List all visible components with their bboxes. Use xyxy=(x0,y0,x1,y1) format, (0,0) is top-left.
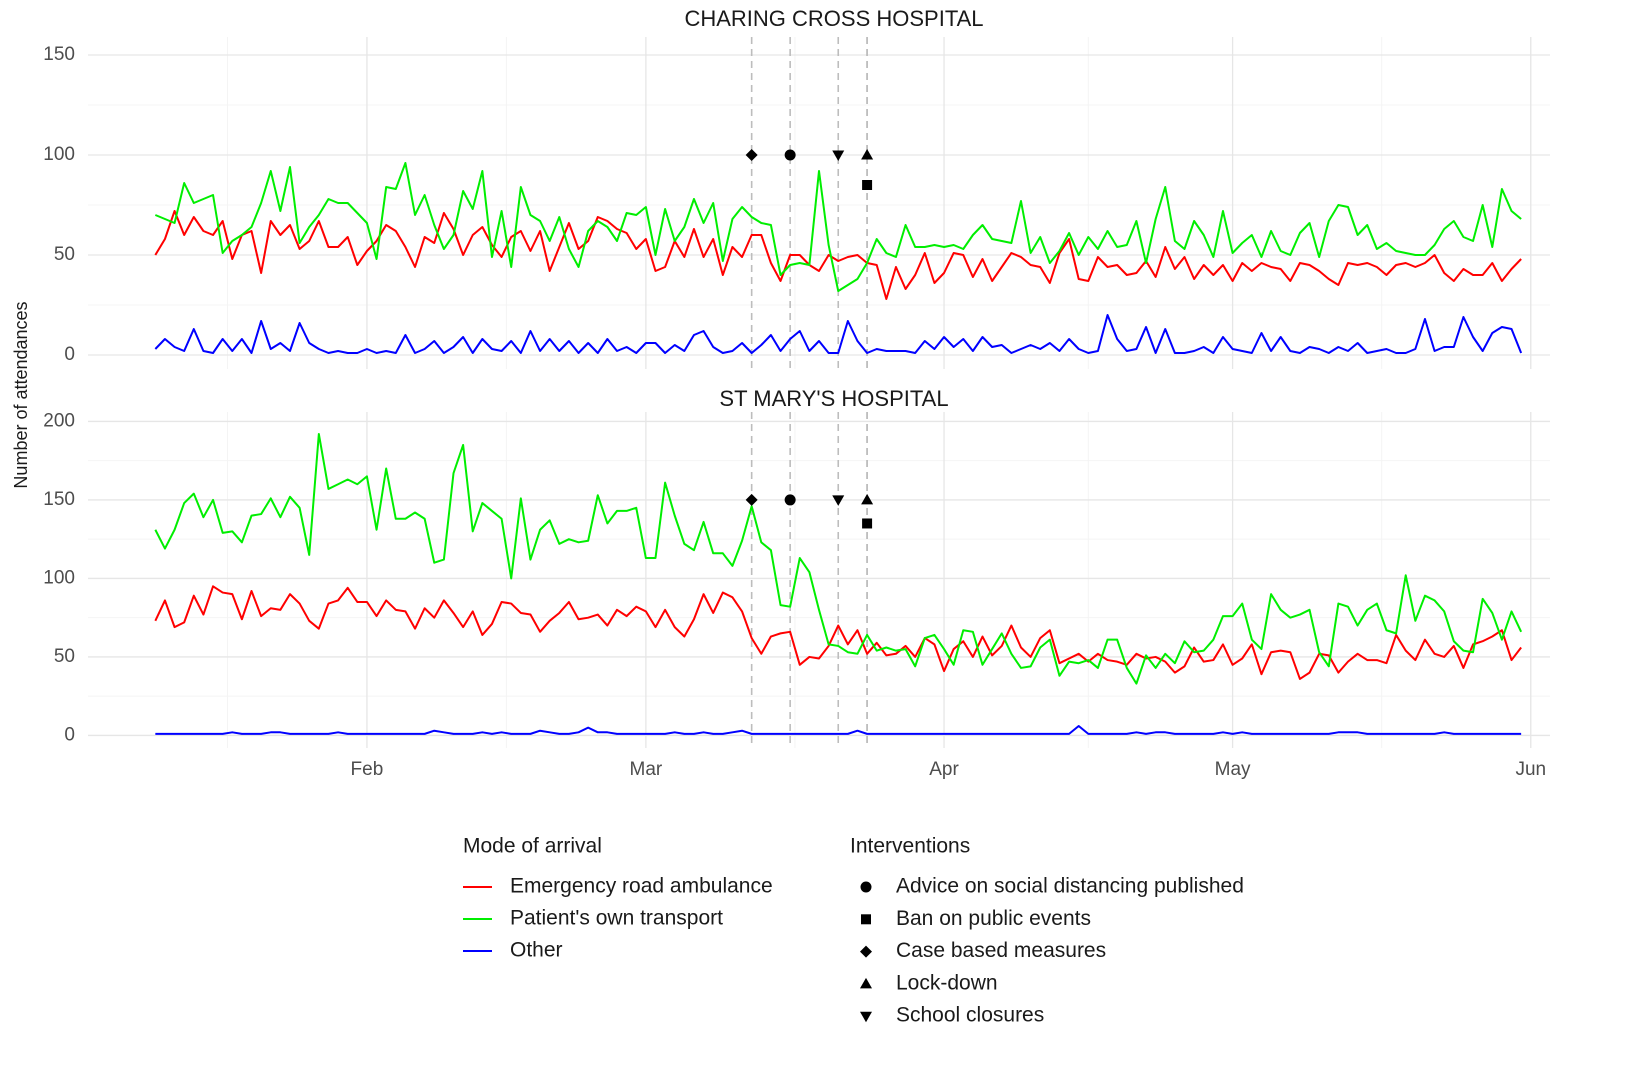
intervention-marker xyxy=(862,180,873,190)
intervention-marker xyxy=(745,493,758,506)
panel-title: CHARING CROSS HOSPITAL xyxy=(684,6,983,31)
legend-marker xyxy=(860,977,872,989)
y-tick-label: 150 xyxy=(43,44,75,65)
legend-marker xyxy=(860,945,872,958)
series-line xyxy=(154,432,1523,685)
legend-label: Lock-down xyxy=(896,971,998,994)
intervention-marker xyxy=(832,150,845,161)
y-tick-label: 100 xyxy=(43,567,75,588)
series-line xyxy=(155,725,1522,735)
y-tick-label: 100 xyxy=(43,144,75,165)
series-line xyxy=(154,210,1522,300)
series-line xyxy=(154,314,1523,354)
y-tick-label: 0 xyxy=(64,344,75,365)
intervention-marker xyxy=(862,518,873,529)
series-line xyxy=(154,585,1522,680)
x-tick-label: May xyxy=(1215,759,1251,780)
legend-label: Ban on public events xyxy=(896,907,1091,930)
y-tick-label: 150 xyxy=(43,489,75,510)
panel-title: ST MARY'S HOSPITAL xyxy=(719,386,948,411)
legend-label: Patient's own transport xyxy=(510,907,723,930)
legend-label: Case based measures xyxy=(896,939,1106,962)
y-tick-label: 50 xyxy=(54,244,75,265)
intervention-marker xyxy=(784,494,796,506)
legend-label: Other xyxy=(510,939,563,962)
legend-title: Mode of arrival xyxy=(463,835,602,858)
legend-marker xyxy=(860,1011,872,1023)
legend-label: School closures xyxy=(896,1004,1044,1027)
y-tick-label: 0 xyxy=(64,724,75,745)
intervention-marker xyxy=(861,493,874,505)
legend-label: Advice on social distancing published xyxy=(896,875,1244,898)
x-tick-label: Feb xyxy=(351,759,384,780)
intervention-marker xyxy=(784,149,796,161)
x-tick-label: Mar xyxy=(630,759,663,780)
y-tick-label: 50 xyxy=(54,646,75,667)
intervention-marker xyxy=(832,495,845,506)
legend-label: Emergency road ambulance xyxy=(510,875,773,898)
legend-title: Interventions xyxy=(850,835,970,858)
series-line xyxy=(154,162,1522,292)
intervention-marker xyxy=(861,149,874,160)
x-tick-label: Jun xyxy=(1515,759,1546,780)
y-axis-label: Number of attendances xyxy=(11,301,31,488)
legend-marker xyxy=(861,914,871,925)
legend-marker xyxy=(860,881,872,893)
y-tick-label: 200 xyxy=(43,410,75,431)
intervention-marker xyxy=(745,149,758,161)
x-tick-label: Apr xyxy=(929,759,959,780)
